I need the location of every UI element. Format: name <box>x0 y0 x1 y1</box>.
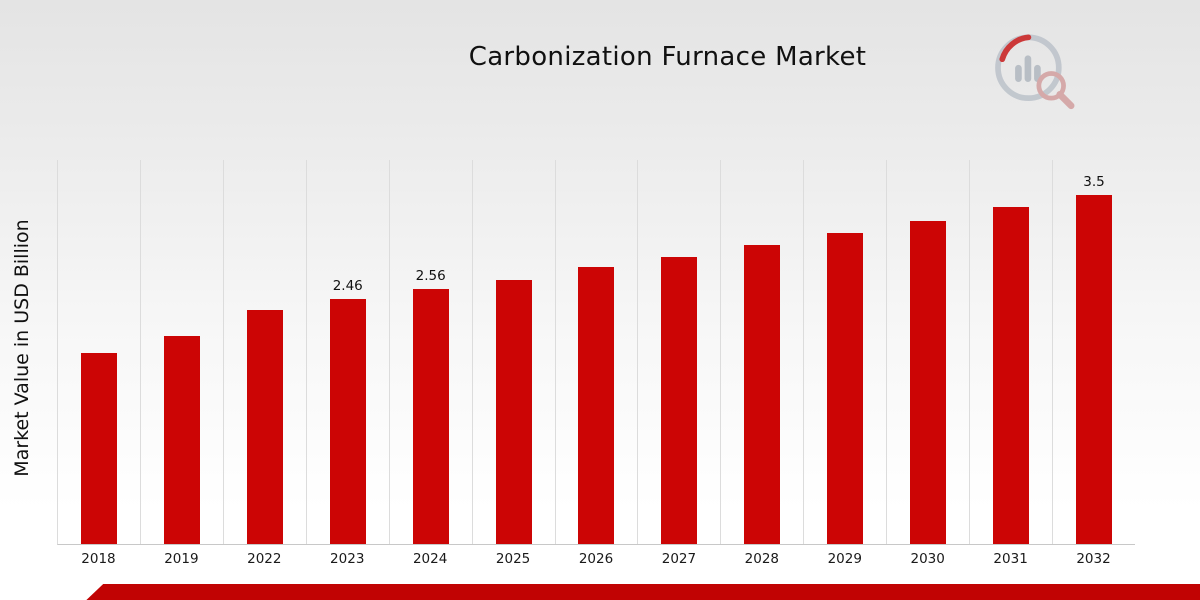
bar-2024 <box>412 288 449 544</box>
bar-value-label: 2.46 <box>332 277 363 294</box>
chart-title-wrap: Carbonization Furnace Market <box>0 42 1200 72</box>
x-tick-label: 2025 <box>495 551 531 567</box>
plot-cell <box>969 160 1052 544</box>
x-tick-label: 2029 <box>827 551 862 567</box>
bar-2031 <box>993 206 1030 544</box>
bar-2018 <box>80 352 117 544</box>
plot-cell <box>803 160 886 544</box>
bar-2032 <box>1076 194 1113 544</box>
plot-cell <box>886 160 969 544</box>
y-axis-label: Market Value in USD Billion <box>11 219 33 477</box>
plot-cell <box>554 160 638 544</box>
chart-title: Carbonization Furnace Market <box>468 42 867 72</box>
bar-2026 <box>578 266 615 544</box>
bar-2022 <box>246 309 283 544</box>
x-tick-label: 2032 <box>1076 551 1111 567</box>
x-axis-labels: 2018 2019 2022 2023 2024 2025 2026 2027 2028 2029… <box>57 551 1135 567</box>
bar-2027 <box>661 256 698 544</box>
plot-area: 2.46 2.56 3.5 <box>57 160 1135 545</box>
x-tick-label: 2028 <box>744 551 780 567</box>
bar-2025 <box>495 279 532 544</box>
x-tick-label: 2030 <box>910 551 945 567</box>
plot-cell <box>720 160 803 544</box>
plot-cell <box>471 160 555 544</box>
plot-cell: 2.56 <box>388 160 472 544</box>
x-tick-label: 2019 <box>164 551 199 567</box>
x-tick-label: 2024 <box>412 551 448 567</box>
bar-2028 <box>744 244 781 544</box>
footer-accent-stripe <box>86 584 1200 600</box>
x-tick-label: 2018 <box>81 551 116 567</box>
plot-cell: 2.46 <box>305 160 389 544</box>
plot-cell: 3.5 <box>1052 160 1135 544</box>
bar-2030 <box>910 220 947 544</box>
x-tick-label: 2031 <box>993 551 1028 567</box>
bar-2019 <box>163 335 200 544</box>
plot-cell <box>637 160 720 544</box>
bar-value-label: 3.5 <box>1083 173 1105 190</box>
plot-cell <box>222 160 306 544</box>
brand-logo-icon <box>995 34 1075 110</box>
x-tick-label: 2026 <box>578 551 614 567</box>
bar-2023 <box>329 298 366 544</box>
bar-2029 <box>827 232 864 544</box>
plot-cell <box>58 160 140 544</box>
x-tick-label: 2023 <box>330 551 365 567</box>
x-tick-label: 2027 <box>661 551 697 567</box>
bar-value-label: 2.56 <box>415 267 446 284</box>
plot-cell <box>139 160 223 544</box>
x-tick-label: 2022 <box>247 551 282 567</box>
